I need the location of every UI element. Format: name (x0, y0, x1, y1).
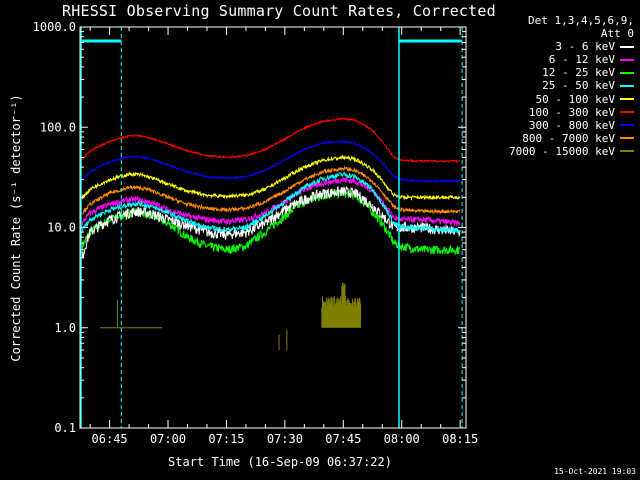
legend-entry-label: 6 - 12 keV (548, 53, 615, 67)
legend-entry-label: 50 - 100 keV (535, 92, 615, 106)
legend-swatch (620, 58, 634, 61)
series-curves (81, 117, 461, 350)
legend-swatch (620, 98, 634, 101)
y-tick-label: 1000.0 (33, 20, 76, 34)
series-line-3 (81, 171, 461, 235)
axes: 0.1 1.0 10.0 100.0 1000.0 06:45 07:00 07:15 07:3… (33, 20, 479, 446)
y-tick-label: 1.0 (54, 321, 76, 335)
legend-entry: 800 - 7000 keV (464, 132, 634, 145)
generation-timestamp: 15-Oct-2021 19:03 (554, 467, 636, 476)
legend-entry: 50 - 100 keV (464, 93, 634, 106)
legend-swatch (620, 111, 634, 114)
legend-header-line-1: Det 1,3,4,5,6,9, (528, 14, 634, 27)
legend-header-line-2: Att 0 (600, 27, 634, 41)
legend-entry-label: 12 - 25 keV (542, 66, 615, 80)
series-line-6 (81, 139, 461, 184)
legend-swatch (620, 137, 634, 140)
legend-swatch (620, 71, 634, 74)
x-tick-label: 08:00 (384, 432, 420, 446)
legend-entry-label: 100 - 300 keV (528, 105, 615, 119)
legend: Det 1,3,4,5,6,9, Att 0 3 - 6 keV 6 - 12 k… (464, 14, 634, 158)
legend-entry-label: 300 - 800 keV (528, 118, 615, 132)
legend-entry: 6 - 12 keV (464, 53, 634, 66)
x-tick-label: 06:45 (92, 432, 128, 446)
legend-entry-label: 3 - 6 keV (555, 40, 615, 54)
series-line-5 (81, 117, 461, 164)
series-line-4 (81, 154, 461, 201)
chart-title: RHESSI Observing Summary Count Rates, Co… (62, 2, 496, 20)
legend-entry: 7000 - 15000 keV (464, 145, 634, 158)
y-tick-label: 10.0 (47, 221, 76, 235)
legend-swatch (620, 45, 634, 48)
legend-swatch (620, 124, 634, 127)
y-axis-label: Corrected Count Rate (s⁻¹ detector⁻¹) (9, 94, 23, 361)
x-tick-label: 07:30 (267, 432, 303, 446)
x-tick-label: 07:15 (208, 432, 244, 446)
series-line-7 (82, 165, 461, 215)
y-tick-label: 0.1 (54, 421, 76, 435)
x-tick-label: 08:15 (442, 432, 478, 446)
legend-entry: 100 - 300 keV (464, 106, 634, 119)
legend-entry: 3 - 6 keV (464, 40, 634, 53)
series-line-8 (99, 282, 362, 350)
legend-swatch (620, 85, 634, 88)
legend-entry: 300 - 800 keV (464, 119, 634, 132)
x-tick-label: 07:45 (325, 432, 361, 446)
x-axis-label: Start Time (16-Sep-09 06:37:22) (168, 455, 392, 469)
y-tick-label: 100.0 (40, 120, 76, 134)
x-tick-label: 07:00 (150, 432, 186, 446)
legend-entry-label: 25 - 50 keV (542, 79, 615, 93)
legend-entry-label: 800 - 7000 keV (522, 131, 615, 145)
legend-entry: 25 - 50 keV (464, 79, 634, 92)
legend-entry: 12 - 25 keV (464, 66, 634, 79)
legend-swatch (620, 150, 634, 153)
legend-entry-label: 7000 - 15000 keV (509, 144, 615, 158)
